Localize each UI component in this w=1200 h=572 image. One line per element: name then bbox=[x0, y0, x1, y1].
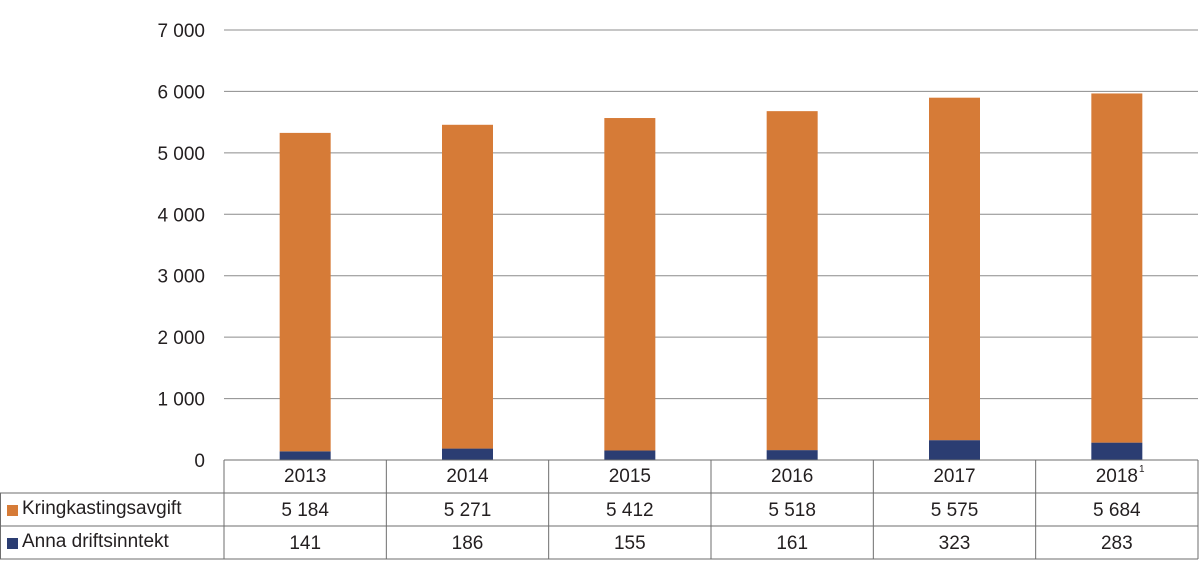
legend-label: Kringkastingsavgift bbox=[22, 498, 182, 519]
x-category-label: 2016 bbox=[771, 466, 813, 487]
y-tick-label: 7 000 bbox=[157, 21, 205, 42]
legend-label: Anna driftsinntekt bbox=[22, 531, 170, 552]
gridlines bbox=[224, 29, 1198, 400]
bar-kringkastingsavgift bbox=[929, 97, 980, 441]
y-tick-label: 5 000 bbox=[157, 144, 205, 165]
bar-anna-driftsinntekt bbox=[604, 450, 656, 460]
bar-kringkastingsavgift bbox=[604, 118, 656, 451]
y-axis-ticks: 0 1 000 2 000 3 000 4 000 5 000 6 000 7 000 bbox=[157, 21, 205, 472]
table-value: 186 bbox=[452, 533, 484, 554]
y-tick-label: 0 bbox=[194, 451, 205, 472]
bar-anna-driftsinntekt bbox=[929, 440, 980, 460]
y-tick-label: 2 000 bbox=[157, 328, 205, 349]
bar-kringkastingsavgift bbox=[279, 132, 331, 452]
bar-kringkastingsavgift bbox=[442, 124, 493, 449]
table-value: 5 575 bbox=[931, 500, 979, 521]
y-tick-label: 6 000 bbox=[157, 82, 205, 103]
y-tick-label: 4 000 bbox=[157, 205, 205, 226]
x-category-label: 2018 bbox=[1096, 466, 1138, 487]
bar-anna-driftsinntekt bbox=[279, 451, 331, 460]
y-tick-label: 3 000 bbox=[157, 267, 205, 288]
bar-kringkastingsavgift bbox=[1091, 93, 1143, 443]
table-value: 141 bbox=[289, 533, 321, 554]
table-value: 155 bbox=[614, 533, 646, 554]
legend-swatch bbox=[7, 505, 18, 516]
legend-swatch bbox=[7, 538, 18, 549]
table-value: 283 bbox=[1101, 533, 1133, 554]
table-value: 5 271 bbox=[444, 500, 492, 521]
y-tick-label: 1 000 bbox=[157, 390, 205, 411]
table-value: 5 684 bbox=[1093, 500, 1141, 521]
x-category-label: 2013 bbox=[284, 466, 326, 487]
bar-anna-driftsinntekt bbox=[442, 448, 493, 460]
x-category-label: 2014 bbox=[446, 466, 489, 487]
data-table: 2013 2014 2015 2016 2017 2018 1 Kringkastingsav… bbox=[0, 459, 1199, 560]
x-category-label: 2017 bbox=[933, 466, 975, 487]
bar-anna-driftsinntekt bbox=[1091, 442, 1143, 460]
table-value: 323 bbox=[939, 533, 971, 554]
bars bbox=[279, 93, 1143, 460]
bar-kringkastingsavgift bbox=[766, 111, 818, 451]
footnote-marker: 1 bbox=[1139, 464, 1145, 475]
table-value: 161 bbox=[776, 533, 808, 554]
table-value: 5 518 bbox=[768, 500, 816, 521]
table-value: 5 184 bbox=[281, 500, 329, 521]
table-value: 5 412 bbox=[606, 500, 654, 521]
x-category-label: 2015 bbox=[609, 466, 651, 487]
bar-anna-driftsinntekt bbox=[766, 450, 818, 460]
